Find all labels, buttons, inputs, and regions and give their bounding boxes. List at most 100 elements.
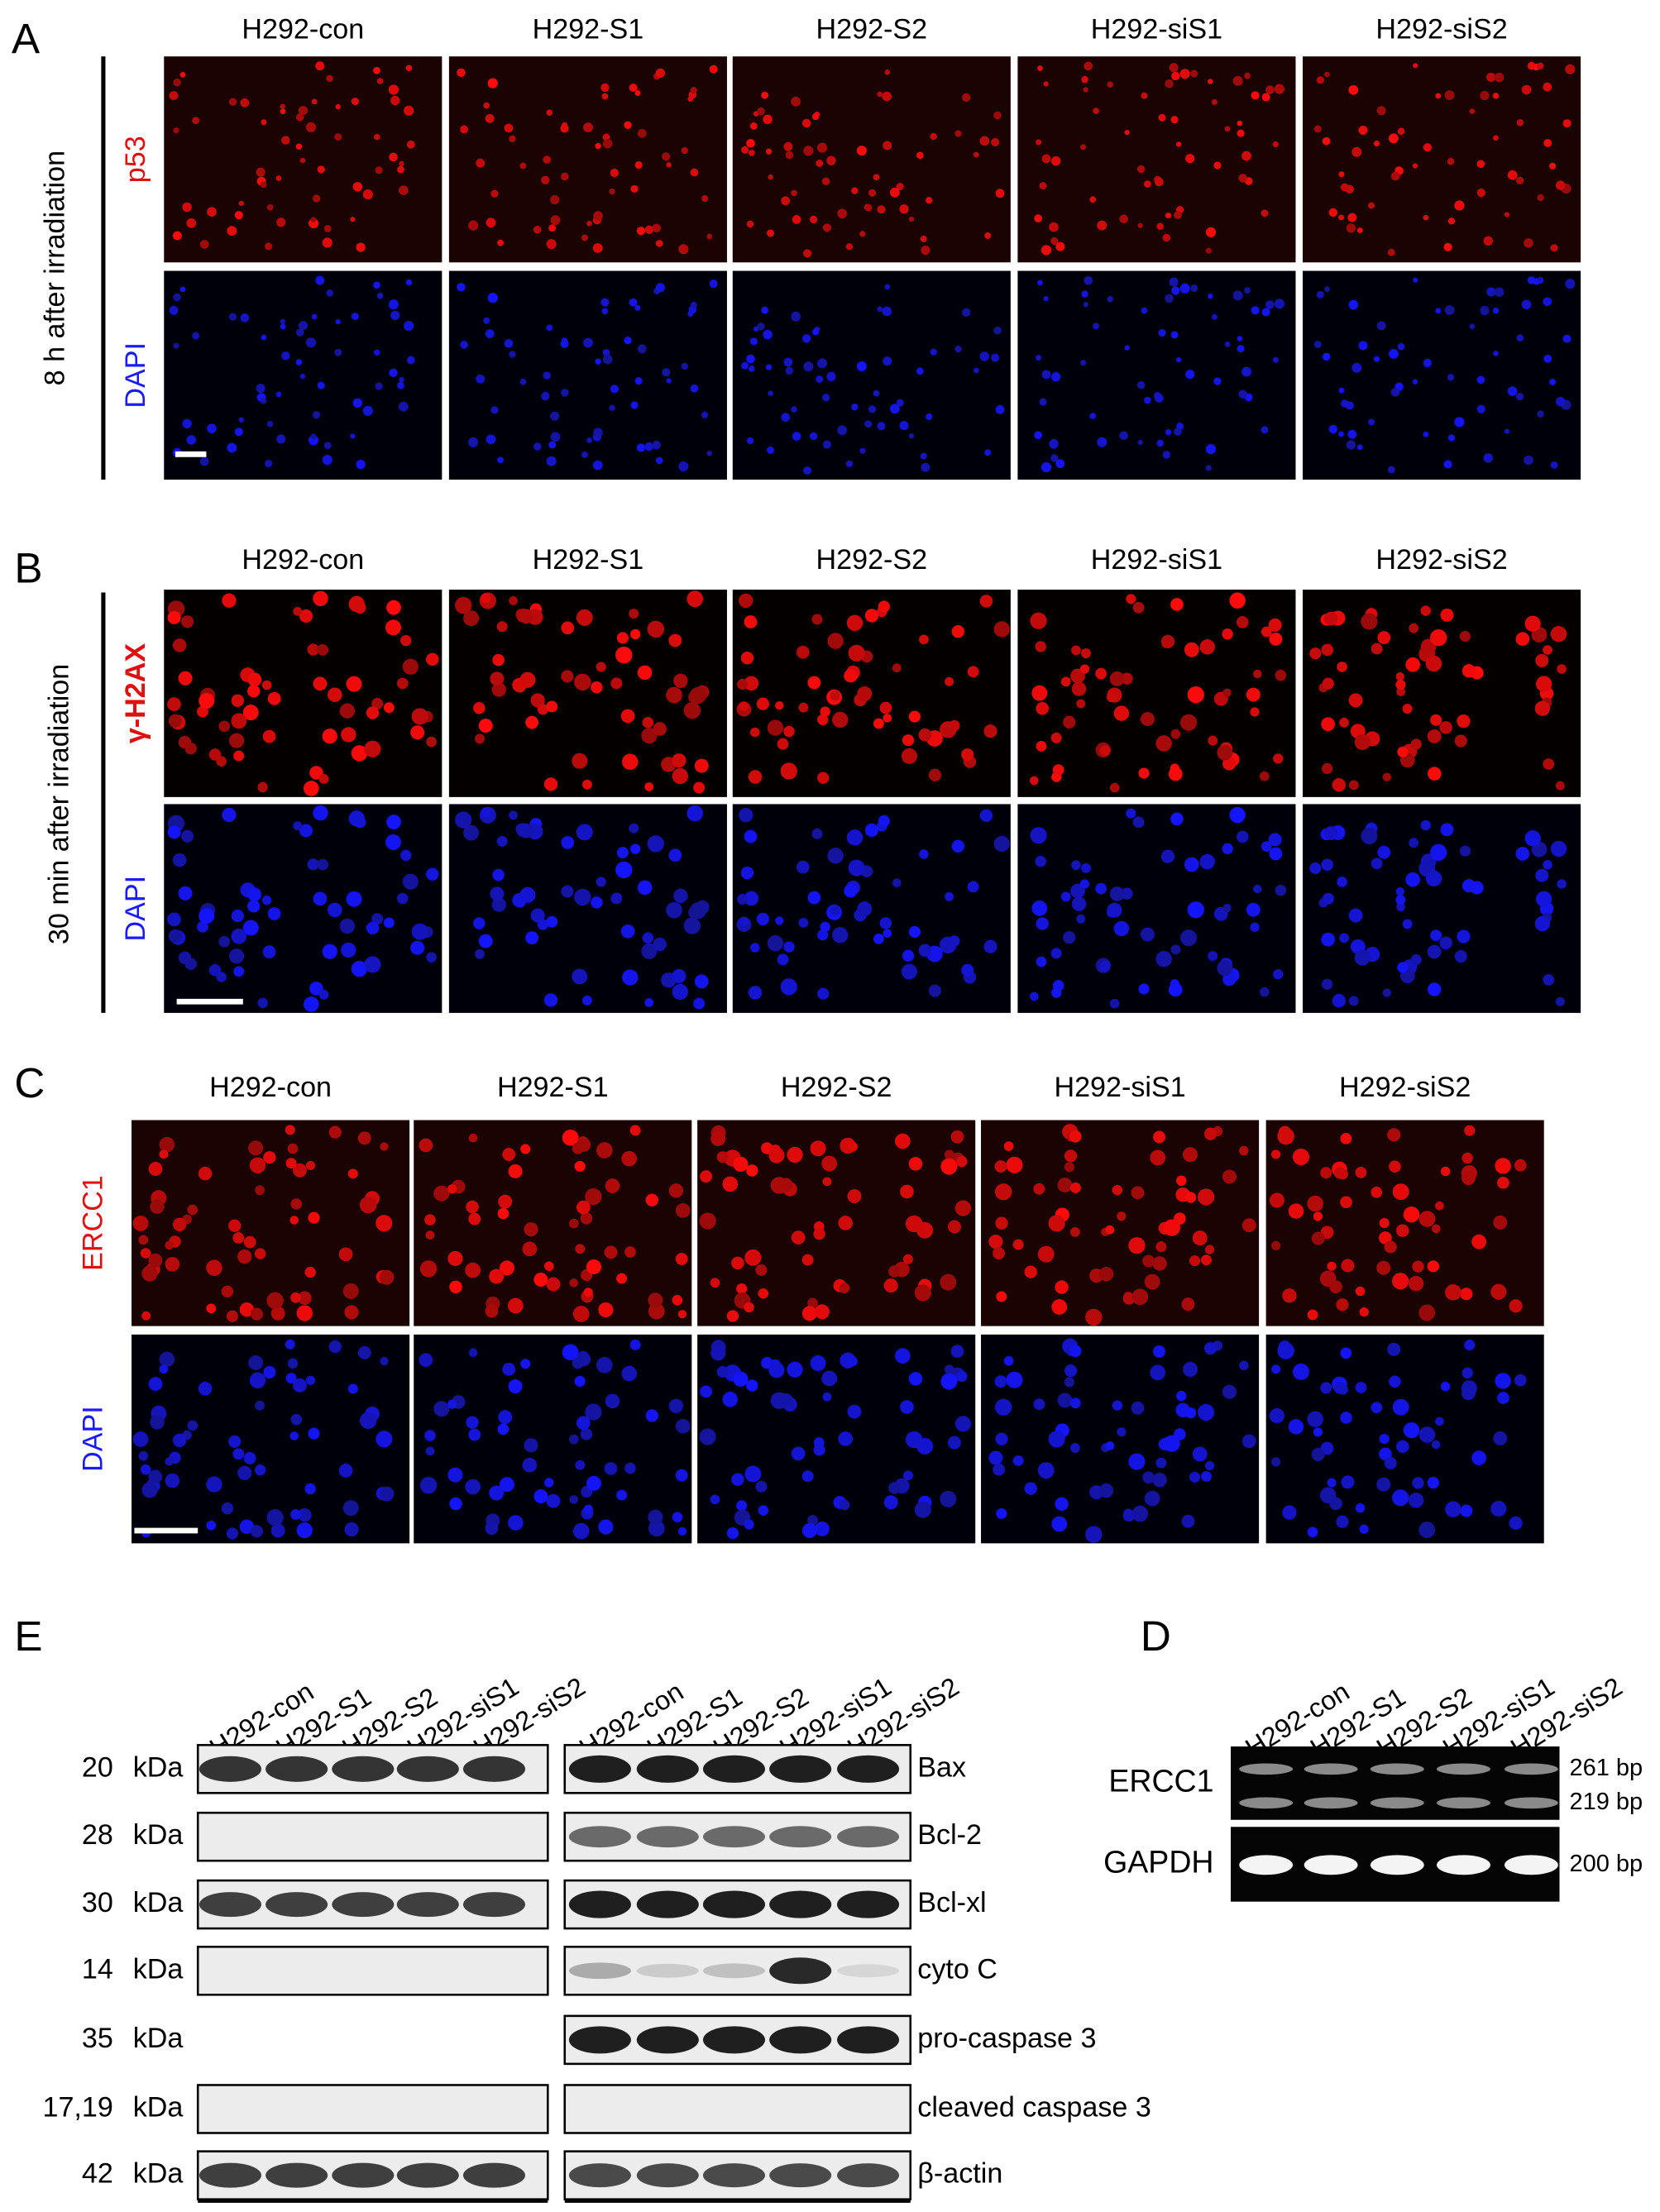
cell (352, 182, 363, 192)
cell (504, 338, 514, 348)
cell (309, 766, 323, 780)
cell (1397, 746, 1409, 757)
micrograph (414, 1120, 692, 1326)
cell (385, 619, 401, 636)
cell (755, 1264, 768, 1276)
cell (746, 437, 754, 445)
cell (240, 313, 250, 322)
cell (1261, 308, 1270, 317)
cell (1405, 872, 1420, 887)
cell (1490, 1500, 1507, 1517)
cell (993, 111, 1002, 120)
cell (585, 1187, 602, 1206)
cell (1347, 429, 1357, 439)
cell (1379, 1447, 1392, 1461)
cell (364, 740, 381, 757)
cell (1271, 1457, 1281, 1467)
cell (455, 596, 472, 614)
cell (1543, 758, 1555, 770)
cell (247, 887, 262, 902)
cell (1327, 1261, 1337, 1271)
cell (630, 843, 641, 854)
cell (520, 1144, 531, 1154)
cell (1105, 1441, 1115, 1450)
cell (468, 437, 479, 447)
band (837, 1755, 900, 1783)
cell (785, 366, 794, 375)
cell (769, 1359, 782, 1371)
cell (159, 1136, 175, 1153)
cell (497, 239, 504, 246)
cell (757, 107, 765, 116)
band (396, 1756, 459, 1782)
cell (947, 1220, 961, 1234)
cell (218, 935, 231, 948)
cell (847, 1189, 862, 1204)
band (636, 2026, 699, 2054)
cell (1340, 1412, 1352, 1424)
band (702, 2026, 766, 2054)
cell (859, 447, 866, 454)
cell (242, 920, 259, 936)
cell (1534, 700, 1551, 716)
cell (908, 1372, 923, 1386)
cell (586, 437, 592, 443)
cell (1176, 356, 1182, 363)
cell (289, 1216, 299, 1225)
cell (1190, 69, 1198, 78)
cell (1085, 1308, 1103, 1326)
cell (1259, 987, 1270, 997)
cell (949, 719, 960, 732)
cell (1232, 75, 1243, 86)
cell (1351, 146, 1362, 157)
cell (1097, 220, 1107, 231)
cell (1486, 72, 1496, 83)
band-size: 28 (82, 1819, 113, 1851)
cell (1395, 680, 1406, 690)
cell (1253, 884, 1262, 894)
cell (457, 68, 466, 78)
cell (1389, 1375, 1401, 1388)
cell (1098, 1267, 1114, 1282)
cell (979, 351, 990, 361)
blot-strip (563, 1945, 912, 1996)
cell (1427, 944, 1442, 959)
cell (1323, 611, 1338, 626)
cell (226, 1527, 238, 1540)
cell (168, 929, 182, 944)
cell (304, 996, 319, 1012)
cell (610, 168, 619, 178)
cell (1480, 305, 1490, 316)
cell (662, 152, 671, 161)
cell (385, 834, 401, 850)
cell (791, 1446, 806, 1461)
unit-label: kDa (133, 1819, 184, 1851)
cell (376, 1215, 393, 1232)
cell (228, 948, 245, 964)
cell (1418, 1304, 1436, 1321)
cell (592, 460, 603, 471)
cell (954, 130, 962, 137)
cell (1320, 1382, 1332, 1394)
cell (574, 673, 591, 691)
cell (710, 1130, 726, 1146)
cell (389, 152, 398, 162)
cell (1555, 781, 1565, 791)
cell (1036, 702, 1049, 715)
cell (1409, 838, 1419, 848)
cell (653, 722, 667, 736)
cell (1131, 1186, 1145, 1200)
cell (621, 1365, 638, 1382)
cell (1136, 165, 1146, 174)
cell (530, 693, 545, 708)
gel-band (1304, 1797, 1358, 1809)
cell (1176, 1390, 1187, 1402)
cell (791, 189, 797, 197)
cell (1113, 705, 1130, 721)
cell (165, 1473, 180, 1488)
band-size: 20 (82, 1751, 113, 1783)
cell (629, 823, 639, 834)
gel-band (1370, 1855, 1424, 1875)
cell (780, 762, 797, 780)
cell (1049, 439, 1059, 449)
